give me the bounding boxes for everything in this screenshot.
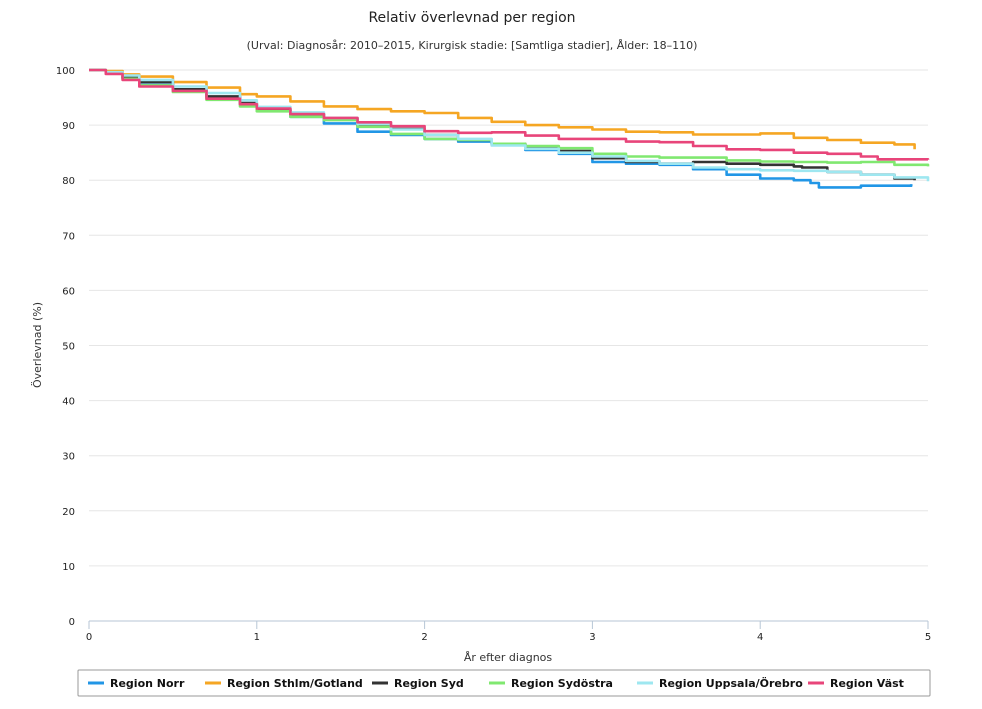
legend-label[interactable]: Region Sthlm/Gotland bbox=[227, 677, 363, 690]
y-axis-title: Överlevnad (%) bbox=[31, 302, 44, 388]
y-axis-ticks: 0 10 20 30 40 50 60 70 80 90 100 bbox=[56, 66, 75, 628]
x-tick-label: 1 bbox=[254, 632, 260, 643]
chart-title: Relativ överlevnad per region bbox=[368, 10, 575, 26]
y-tick-label: 0 bbox=[69, 617, 75, 628]
y-tick-label: 70 bbox=[62, 231, 75, 242]
legend-items: Region Norr Region Sthlm/Gotland Region Sy… bbox=[88, 676, 904, 690]
legend-label[interactable]: Region Norr bbox=[110, 677, 185, 690]
y-tick-label: 90 bbox=[62, 121, 75, 132]
grid-lines bbox=[89, 69, 928, 567]
x-axis: 0 1 2 3 4 5 bbox=[86, 620, 931, 643]
x-tick-label: 2 bbox=[421, 632, 427, 643]
legend-label[interactable]: Region Uppsala/Örebro bbox=[659, 676, 803, 690]
chart-subtitle: (Urval: Diagnosår: 2010–2015, Kirurgisk … bbox=[247, 39, 698, 52]
y-tick-label: 40 bbox=[62, 397, 75, 408]
y-tick-label: 20 bbox=[62, 507, 75, 518]
x-tick-label: 3 bbox=[589, 632, 595, 643]
series-lines bbox=[89, 68, 930, 189]
x-tick-label: 5 bbox=[925, 632, 931, 643]
y-tick-label: 100 bbox=[56, 66, 75, 77]
series-line-region-sthlm-gotland bbox=[89, 68, 916, 150]
legend-label[interactable]: Region Sydöstra bbox=[511, 677, 613, 690]
y-tick-label: 30 bbox=[62, 452, 75, 463]
series-line-region-uppsala-rebro bbox=[89, 68, 930, 182]
series-line-region-v-st bbox=[89, 68, 930, 161]
x-tick-label: 0 bbox=[86, 632, 92, 643]
legend-label[interactable]: Region Väst bbox=[830, 677, 904, 690]
x-tick-label: 4 bbox=[757, 632, 763, 643]
y-tick-label: 10 bbox=[62, 562, 75, 573]
x-axis-title: År efter diagnos bbox=[464, 651, 553, 664]
legend: Region Norr Region Sthlm/Gotland Region Sy… bbox=[77, 669, 931, 697]
y-tick-label: 50 bbox=[62, 342, 75, 353]
y-tick-label: 80 bbox=[62, 176, 75, 187]
y-tick-label: 60 bbox=[62, 286, 75, 297]
legend-label[interactable]: Region Syd bbox=[394, 677, 464, 690]
